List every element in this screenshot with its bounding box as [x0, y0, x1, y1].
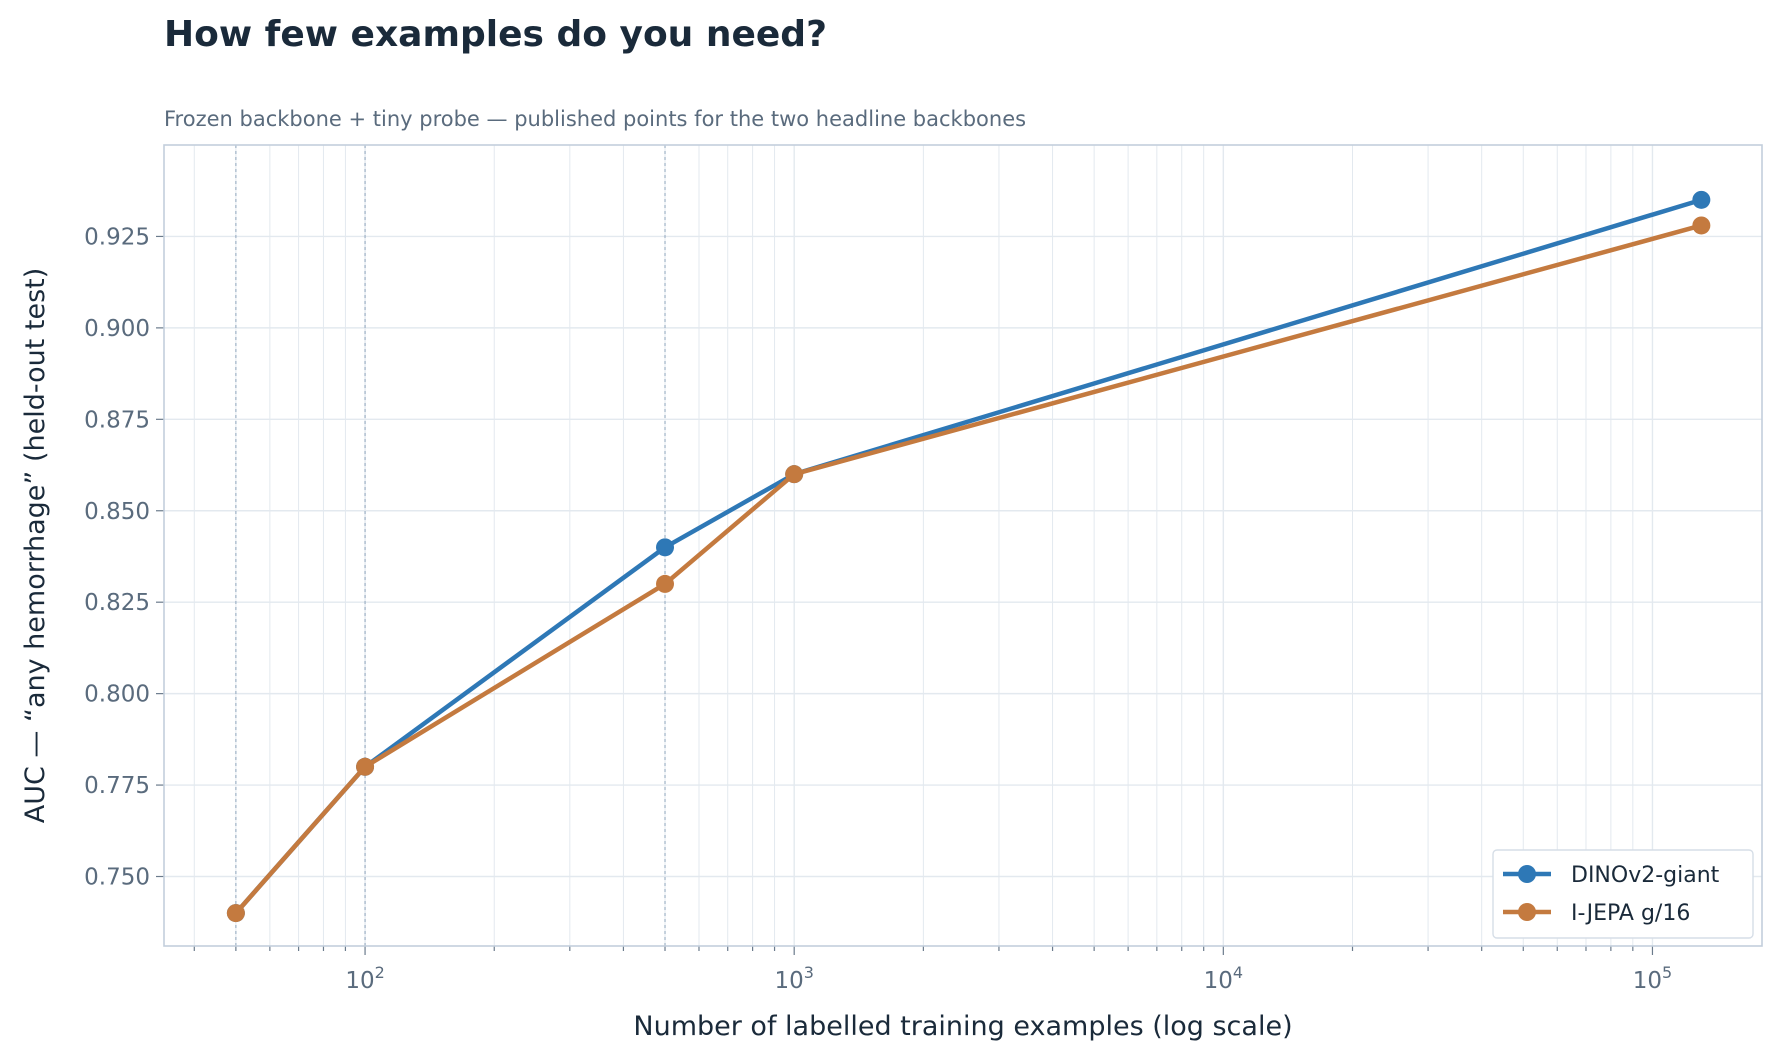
- legend-swatch-marker: [1518, 903, 1536, 921]
- chart-title: How few examples do you need?: [164, 14, 827, 55]
- x-tick-label: 102: [345, 963, 384, 994]
- plot-frame: [163, 144, 1763, 947]
- x-axis-label: Number of labelled training examples (lo…: [633, 1011, 1292, 1042]
- y-tick-label: 0.750: [84, 865, 150, 891]
- y-tick-label: 0.800: [84, 682, 150, 708]
- legend-box: [1492, 849, 1754, 939]
- y-tick-label: 0.900: [84, 316, 150, 342]
- y-axis-label: AUC — “any hemorrhage” (held-out test): [20, 268, 51, 824]
- chart-subtitle: Frozen backbone + tiny probe — published…: [164, 107, 1027, 131]
- x-tick-label: 103: [774, 963, 813, 994]
- y-tick-label: 0.875: [84, 407, 150, 433]
- legend-label: DINOv2-giant: [1571, 863, 1720, 888]
- x-tick-label: 104: [1204, 963, 1243, 994]
- data-point: [1692, 190, 1711, 209]
- data-point: [785, 465, 804, 484]
- data-point: [226, 904, 245, 923]
- y-tick-label: 0.925: [84, 224, 150, 250]
- data-point: [656, 574, 675, 593]
- data-point: [1692, 216, 1711, 235]
- y-tick-label: 0.850: [84, 499, 150, 525]
- x-tick-label: 105: [1633, 963, 1672, 994]
- data-point: [656, 538, 675, 557]
- legend-label: I-JEPA g/16: [1571, 901, 1690, 926]
- data-point: [356, 757, 375, 776]
- y-tick-label: 0.825: [84, 590, 150, 616]
- y-tick-label: 0.775: [84, 773, 150, 799]
- legend-swatch-marker: [1518, 865, 1536, 883]
